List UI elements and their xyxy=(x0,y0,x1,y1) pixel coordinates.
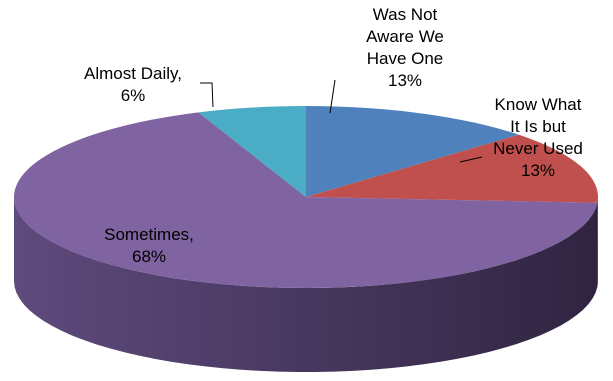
label-not-aware-line: Aware We xyxy=(366,27,444,46)
pie-slices xyxy=(13,106,598,289)
slice-almost-daily xyxy=(198,106,306,197)
label-sometimes-line: Sometimes, xyxy=(104,225,194,244)
side-sometimes xyxy=(14,197,598,372)
label-never-used-line: Know What xyxy=(495,95,582,114)
pie-side-walls xyxy=(14,197,598,372)
label-almost-daily: Almost Daily, 6% xyxy=(84,64,182,105)
label-not-aware-line: 13% xyxy=(388,71,422,90)
leader-line-not-aware xyxy=(329,79,336,114)
label-not-aware: Was Not Aware We Have One 13% xyxy=(366,5,444,90)
label-never-used-line: It Is but xyxy=(510,117,566,136)
label-not-aware-line: Have One xyxy=(367,49,444,68)
label-never-used: Know What It Is but Never Used 13% xyxy=(493,95,583,180)
label-almost-daily-line: Almost Daily, xyxy=(84,64,182,83)
slice-sometimes xyxy=(13,112,598,289)
label-not-aware-line: Was Not xyxy=(373,5,438,24)
data-labels: Was Not Aware We Have One 13% Know What It Is… xyxy=(84,5,583,266)
leader-lines xyxy=(200,79,483,163)
leader-line-almost-daily xyxy=(200,82,214,108)
label-sometimes: Sometimes, 68% xyxy=(104,225,194,266)
label-never-used-line: 13% xyxy=(521,161,555,180)
label-almost-daily-line: 6% xyxy=(121,86,146,105)
slice-never-used xyxy=(306,134,598,203)
leader-line-never-used xyxy=(459,156,483,163)
side-never-used xyxy=(597,197,598,287)
label-sometimes-line: 68% xyxy=(132,247,166,266)
label-never-used-line: Never Used xyxy=(493,139,583,158)
slice-not-aware xyxy=(306,106,519,197)
